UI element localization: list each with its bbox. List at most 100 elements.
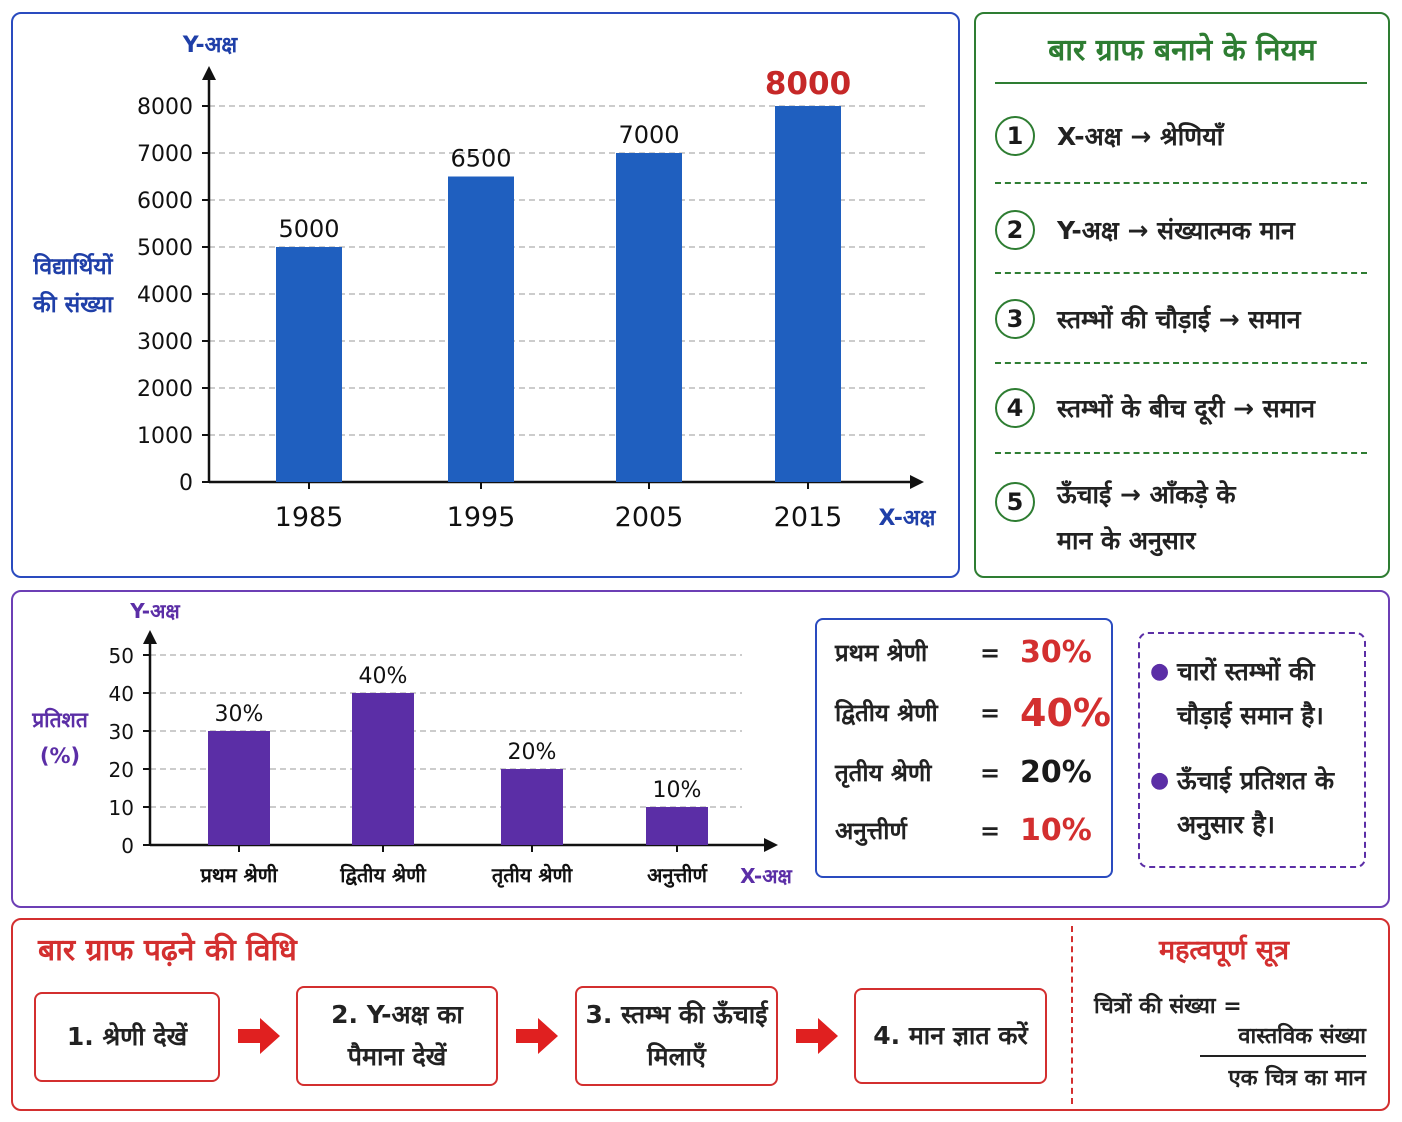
chart1-ylabel-line1: विद्यार्थियों (33, 254, 113, 280)
bar (501, 769, 563, 845)
bar (616, 153, 682, 482)
formula-divider (1071, 926, 1073, 1104)
chart2-ylabel-line1: प्रतिशत (32, 708, 88, 732)
x-axis-arrow-icon (910, 475, 924, 489)
y-tick-label: 40 (109, 682, 134, 706)
x-tick-label: 1995 (447, 502, 516, 533)
rule-divider (995, 362, 1367, 364)
y-tick-label: 7000 (137, 142, 193, 167)
bar (448, 176, 514, 482)
bar (208, 731, 270, 845)
value-row: तृतीय श्रेणी = 20% (835, 748, 1105, 798)
rule-text-line2: मान के अनुसार (1057, 526, 1196, 555)
bar (646, 807, 708, 845)
x-tick-label: प्रथम श्रेणी (200, 863, 279, 887)
x-tick-label: 1985 (275, 502, 344, 533)
equals-sign: = (980, 817, 1001, 845)
category-values-box (815, 618, 1113, 878)
y-axis-title: Y-अक्ष (129, 599, 180, 623)
chart2-ylabel-line2: (%) (39, 744, 81, 768)
equals-sign: = (980, 699, 1001, 727)
bar (276, 247, 342, 482)
y-tick-label: 10 (109, 796, 134, 820)
value-row: द्वितीय श्रेणी = 40% (835, 688, 1111, 738)
y-tick-label: 1000 (137, 424, 193, 449)
rule-text: स्तम्भों के बीच दूरी → समान (1057, 394, 1315, 423)
value-row-value: 10% (1020, 813, 1092, 848)
formula-denominator: एक चित्र का मान (1228, 1066, 1366, 1091)
rule-divider (995, 272, 1367, 274)
x-tick-label: तृतीय श्रेणी (491, 863, 573, 888)
chart2-ylabel: प्रतिशत (%) (18, 702, 102, 774)
equals-sign: = (980, 639, 1001, 667)
x-tick-label: अनुत्तीर्ण (647, 863, 708, 888)
reading-step-4: 4. मान ज्ञात करें (854, 988, 1047, 1084)
y-tick-label: 2000 (137, 377, 193, 402)
rule-divider (995, 182, 1367, 184)
value-row-value: 40% (1020, 691, 1111, 735)
y-tick-label: 4000 (137, 283, 193, 308)
reading-step-2: 2. Y-अक्ष का पैमाना देखें (296, 986, 498, 1086)
data-label: 30% (215, 702, 264, 727)
value-row-label: तृतीय श्रेणी (835, 759, 932, 787)
y-tick-label: 3000 (137, 330, 193, 355)
rule-number-badge: 2 (995, 210, 1035, 250)
fraction-bar (1200, 1055, 1366, 1057)
rule-text-line1: ऊँचाई → आँकड़े के (1057, 480, 1236, 509)
y-axis-title: Y-अक्ष (182, 33, 239, 58)
formula-title: महत्वपूर्ण सूत्र (1158, 935, 1290, 966)
rule-number-badge: 4 (995, 388, 1035, 428)
x-axis-arrow-icon (764, 838, 778, 852)
value-row: प्रथम श्रेणी = 30% (835, 628, 1105, 678)
value-row-label: अनुत्तीर्ण (835, 817, 907, 845)
rule-number-badge: 5 (995, 482, 1035, 522)
value-row-value: 20% (1020, 755, 1092, 790)
y-tick-label: 30 (109, 720, 134, 744)
rules-panel (974, 12, 1390, 578)
y-tick-label: 6000 (137, 189, 193, 214)
bar (352, 693, 414, 845)
y-axis-arrow-icon (143, 630, 157, 644)
arrow-right-icon (238, 1018, 280, 1054)
rules-title: बार ग्राफ बनाने के नियम (1048, 33, 1316, 68)
equals-sign: = (980, 759, 1001, 787)
bullet-icon: ● (1150, 768, 1170, 793)
y-tick-label: 8000 (137, 95, 193, 120)
x-tick-label: 2015 (774, 502, 843, 533)
arrow-right-icon (796, 1018, 838, 1054)
chart1-ylabel-line2: की संख्या (33, 292, 113, 318)
chart1-ylabel: विद्यार्थियों की संख्या (18, 248, 128, 324)
rule-text: X-अक्ष → श्रेणियाँ (1057, 122, 1224, 151)
y-tick-label: 0 (179, 471, 193, 496)
formula-numerator: वास्तविक संख्या (1238, 1024, 1366, 1049)
rule-number-badge: 1 (995, 116, 1035, 156)
rule-divider (995, 452, 1367, 454)
arrow-right-icon (516, 1018, 558, 1054)
y-tick-label: 20 (109, 758, 134, 782)
data-label: 10% (653, 778, 702, 803)
data-label: 5000 (278, 215, 339, 243)
notes-box (1138, 632, 1366, 868)
rule-text: स्तम्भों की चौड़ाई → समान (1057, 305, 1301, 334)
y-axis-arrow-icon (202, 66, 216, 80)
reading-step-3: 3. स्तम्भ की ऊँचाई मिलाएँ (575, 986, 778, 1086)
formula-left-side: चित्रों की संख्या = (1094, 994, 1242, 1019)
x-tick-label: 2005 (615, 502, 684, 533)
reading-method-title: बार ग्राफ पढ़ने की विधि (38, 933, 297, 968)
rule-text: Y-अक्ष → संख्यात्मक मान (1057, 216, 1295, 245)
y-tick-label: 0 (121, 834, 134, 858)
value-row: अनुत्तीर्ण = 10% (835, 806, 1105, 856)
x-axis-title: X-अक्ष (740, 864, 792, 888)
bullet-icon: ● (1150, 659, 1170, 684)
data-label: 6500 (450, 145, 511, 173)
rule-number-badge: 3 (995, 299, 1035, 339)
value-row-value: 30% (1020, 635, 1092, 670)
x-axis-title: X-अक्ष (879, 506, 937, 531)
data-label: 7000 (618, 121, 679, 149)
data-label: 20% (508, 740, 557, 765)
data-label: 8000 (765, 66, 851, 102)
x-tick-label: द्वितीय श्रेणी (339, 863, 426, 887)
reading-method-panel (11, 918, 1390, 1111)
rules-title-underline (995, 82, 1367, 84)
